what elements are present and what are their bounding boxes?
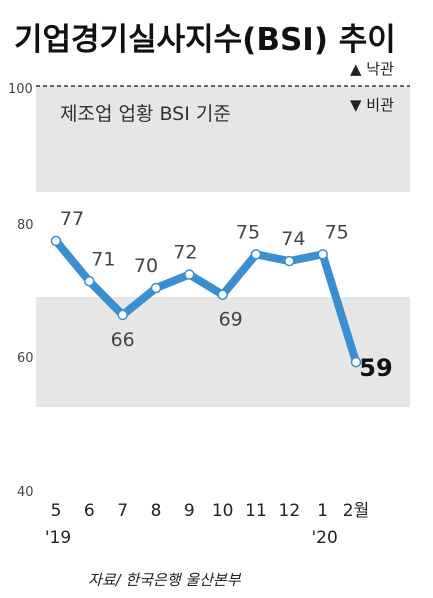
x-tick-label: 9 <box>184 501 195 521</box>
series-line <box>52 236 360 367</box>
x-tick-label: 8 <box>151 501 162 521</box>
value-label: 75 <box>325 221 349 243</box>
value-label: 75 <box>236 221 260 243</box>
value-label: 71 <box>91 248 115 270</box>
data-point <box>317 249 328 260</box>
x-tick-label: 6 <box>84 501 95 521</box>
value-label: 70 <box>134 255 158 277</box>
x-tick-label: 7 <box>117 501 128 521</box>
band-upper <box>36 86 410 192</box>
x-tick-label: 2월 <box>343 501 369 521</box>
y-tick-40: 40 <box>17 485 34 500</box>
x-tick-label: 11 <box>245 501 267 521</box>
value-label: 72 <box>173 242 197 264</box>
data-points <box>50 235 362 368</box>
band-lower <box>36 297 410 407</box>
value-labels: 77 71 66 70 72 69 75 74 75 59 <box>60 208 393 382</box>
x-tick-label: 1 <box>317 501 328 521</box>
value-label: 77 <box>60 208 84 230</box>
x-tick-label: 10 <box>212 501 234 521</box>
value-label: 74 <box>281 228 305 250</box>
y-tick-60: 60 <box>17 351 34 366</box>
x-tick-label: 12 <box>279 501 301 521</box>
data-point <box>284 255 295 267</box>
year-label: '19 <box>45 528 71 548</box>
source-note: 자료/ 한국은행 울산본부 <box>88 571 242 589</box>
year-label: '20 <box>312 528 338 548</box>
value-label: 69 <box>219 309 243 331</box>
chart-subtitle: 제조업 업황 BSI 기준 <box>60 103 231 125</box>
chart-title: 기업경기실사지수(BSI) 추이 <box>14 22 396 58</box>
data-point <box>117 309 128 321</box>
value-label: 66 <box>111 329 135 351</box>
x-tick-label: 5 <box>51 501 62 521</box>
data-point <box>84 276 95 287</box>
data-point <box>184 269 195 280</box>
data-point <box>250 249 262 260</box>
value-label: 59 <box>359 354 392 382</box>
y-tick-80: 80 <box>17 218 34 233</box>
y-tick-100: 100 <box>8 82 33 97</box>
legend-down: ▼ 비관 <box>350 96 394 114</box>
data-point <box>350 356 362 368</box>
x-axis-labels: 5 6 7 8 9 10 11 12 1 2월 '19 '20 <box>45 501 369 548</box>
data-point <box>217 289 228 300</box>
legend-up: ▲ 낙관 <box>350 60 394 78</box>
data-point <box>50 235 62 247</box>
data-point <box>150 282 162 294</box>
